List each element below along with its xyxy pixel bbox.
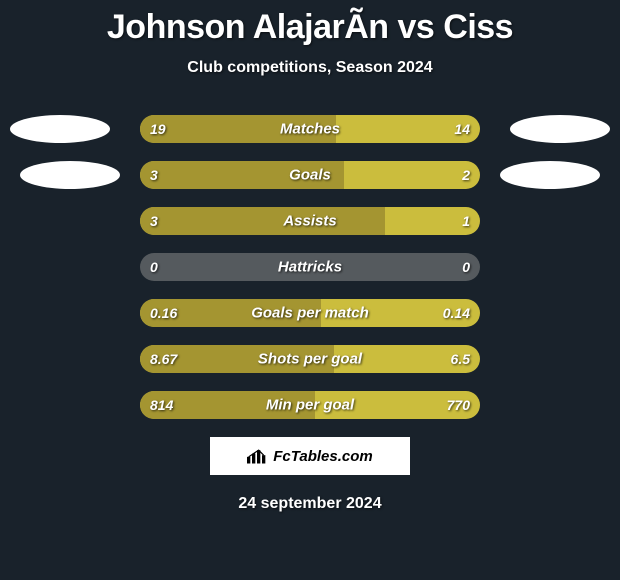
value-right: 1 <box>462 213 470 229</box>
bar-container: 3Assists1 <box>140 207 480 235</box>
stat-row: 3Goals2 <box>0 161 620 189</box>
stat-label: Goals per match <box>140 305 480 322</box>
stat-row: 814Min per goal770 <box>0 391 620 419</box>
subtitle: Club competitions, Season 2024 <box>0 59 620 77</box>
stat-label: Assists <box>140 213 480 230</box>
page-title: Johnson AlajarÃ­n vs Ciss <box>0 0 620 47</box>
fctables-logo: FcTables.com <box>210 437 410 475</box>
value-right: 6.5 <box>451 351 470 367</box>
bar-container: 0.16Goals per match0.14 <box>140 299 480 327</box>
logo-text: FcTables.com <box>273 448 372 465</box>
value-right: 2 <box>462 167 470 183</box>
stat-row: 19Matches14 <box>0 115 620 143</box>
stat-label: Shots per goal <box>140 351 480 368</box>
stat-row: 0.16Goals per match0.14 <box>0 299 620 327</box>
bars-icon <box>247 448 267 464</box>
bar-container: 8.67Shots per goal6.5 <box>140 345 480 373</box>
comparison-chart: 19Matches14 3Goals2 3Assists1 0Hattricks0 0.… <box>0 115 620 419</box>
stat-label: Matches <box>140 121 480 138</box>
value-right: 0 <box>462 259 470 275</box>
stat-row: 0Hattricks0 <box>0 253 620 281</box>
stat-row: 3Assists1 <box>0 207 620 235</box>
value-right: 770 <box>447 397 470 413</box>
value-right: 14 <box>454 121 470 137</box>
bar-container: 19Matches14 <box>140 115 480 143</box>
bar-container: 0Hattricks0 <box>140 253 480 281</box>
value-right: 0.14 <box>443 305 470 321</box>
stat-label: Hattricks <box>140 259 480 276</box>
date-label: 24 september 2024 <box>0 495 620 513</box>
bar-container: 3Goals2 <box>140 161 480 189</box>
stat-label: Goals <box>140 167 480 184</box>
stat-label: Min per goal <box>140 397 480 414</box>
bar-container: 814Min per goal770 <box>140 391 480 419</box>
stat-row: 8.67Shots per goal6.5 <box>0 345 620 373</box>
